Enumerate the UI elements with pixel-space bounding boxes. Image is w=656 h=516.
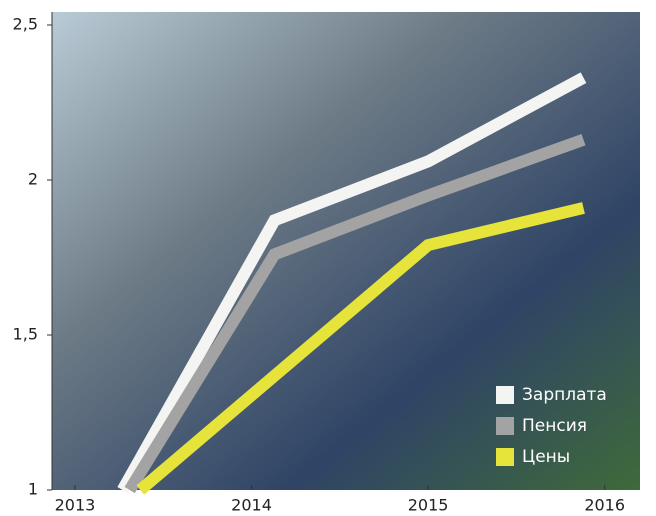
x-tick-label: 2015: [408, 496, 449, 515]
x-tick-label: 2014: [231, 496, 272, 515]
y-tick-label: 2,5: [13, 15, 38, 34]
y-tick-label: 2: [28, 170, 38, 189]
legend-label: Зарплата: [522, 385, 607, 405]
y-tick-label: 1,5: [13, 325, 38, 344]
legend-label: Цены: [522, 447, 570, 467]
legend-swatch: [496, 386, 514, 404]
legend-label: Пенсия: [522, 416, 587, 436]
legend-swatch: [496, 448, 514, 466]
x-tick-label: 2016: [584, 496, 625, 515]
chart: 1 1,5 2 2,5 2013 2014 2015 2016 Зарплата Пенсия Це…: [0, 0, 656, 516]
legend-swatch: [496, 417, 514, 435]
y-tick-label: 1: [28, 480, 38, 499]
x-tick-label: 2013: [55, 496, 96, 515]
